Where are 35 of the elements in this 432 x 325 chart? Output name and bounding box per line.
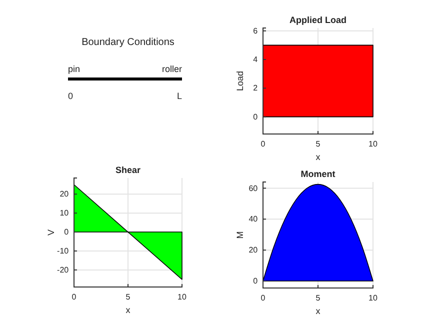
x-tick-label: 5 xyxy=(316,140,321,149)
y-tick-label: 60 xyxy=(248,184,258,193)
y-tick-label: 10 xyxy=(60,208,70,218)
text: roller xyxy=(162,64,182,74)
y-tick-label: 20 xyxy=(248,246,258,255)
x-axis-title: x xyxy=(316,306,321,316)
x-tick-label: 0 xyxy=(72,292,77,302)
x-tick-label: 0 xyxy=(260,140,266,149)
y-tick-label: 2 xyxy=(253,84,258,93)
y-tick-label: 0 xyxy=(253,276,258,286)
y-tick-label: 40 xyxy=(248,214,258,224)
x-tick-label: 5 xyxy=(126,292,131,302)
y-tick-label: 20 xyxy=(60,190,70,199)
x-tick-label: 0 xyxy=(260,294,266,303)
x-tick-label: 10 xyxy=(178,292,187,302)
x-tick-label: 10 xyxy=(368,140,378,149)
y-tick-label: 0 xyxy=(64,228,70,237)
x-axis-title: x xyxy=(316,152,321,162)
text: pin xyxy=(68,64,80,74)
chart-title: Moment xyxy=(300,169,336,179)
y-axis-title: V xyxy=(46,229,56,236)
y-axis-title: M xyxy=(235,231,245,239)
x-axis-title: x xyxy=(126,305,131,315)
y-tick-label: 4 xyxy=(253,55,258,64)
chart-title: Applied Load xyxy=(290,15,346,25)
y-tick-label: 0 xyxy=(253,112,258,122)
y-tick-label: 6 xyxy=(253,26,258,36)
y-tick-label: -10 xyxy=(57,246,70,256)
x-tick-label: 10 xyxy=(368,294,378,303)
x-tick-label: 5 xyxy=(316,294,321,303)
text: L xyxy=(176,91,182,101)
text: Boundary Conditions xyxy=(82,37,174,48)
y-tick-label: -20 xyxy=(57,266,70,274)
chart-title: Shear xyxy=(115,165,142,175)
y-axis-title: Load xyxy=(235,70,245,92)
